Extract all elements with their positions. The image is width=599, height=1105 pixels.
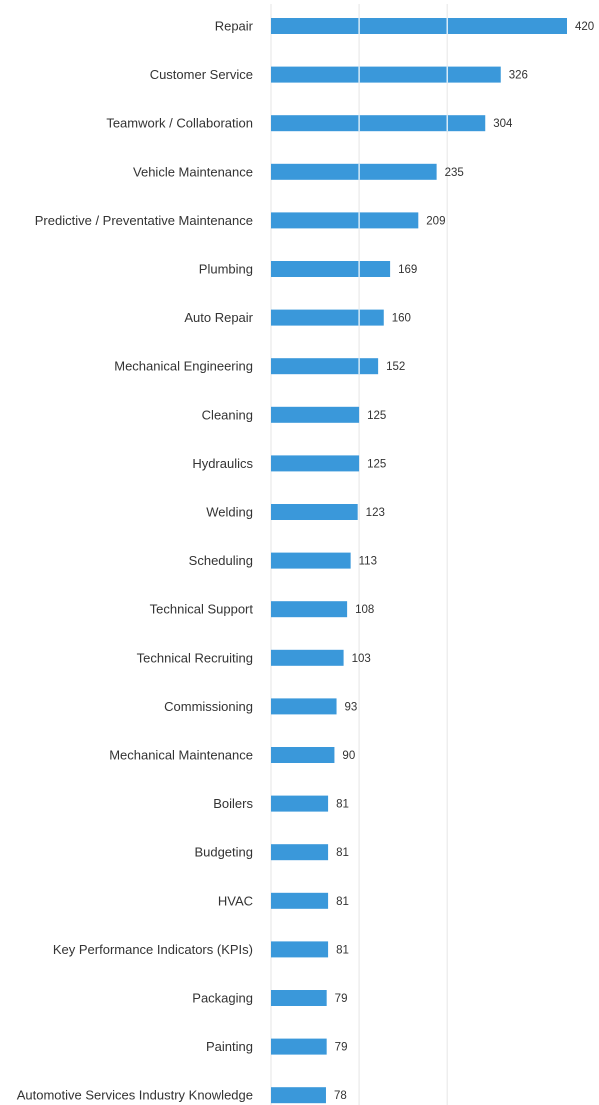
bar	[271, 18, 567, 34]
bar	[271, 66, 501, 83]
bar	[271, 990, 327, 1006]
value-label: 235	[445, 167, 464, 179]
value-label: 125	[367, 410, 386, 422]
bar	[271, 212, 419, 229]
category-label: Predictive / Preventative Maintenance	[35, 213, 253, 228]
category-labels: Repair Customer Service Teamwork / Collabo…	[17, 19, 254, 1103]
category-label: Painting	[206, 1039, 253, 1054]
category-label: Packaging	[192, 991, 253, 1006]
category-label: HVAC	[218, 893, 253, 908]
value-label: 169	[398, 264, 417, 276]
bar	[271, 504, 358, 520]
bar	[271, 892, 329, 909]
value-label: 103	[352, 653, 371, 665]
bar	[271, 844, 329, 861]
value-label: 113	[359, 556, 377, 568]
value-label: 304	[493, 118, 513, 130]
category-label: Cleaning	[202, 407, 253, 422]
category-label: Automotive Services Industry Knowledge	[17, 1088, 253, 1103]
value-label: 81	[336, 896, 349, 908]
value-label: 90	[342, 750, 355, 762]
bar	[271, 552, 351, 569]
category-label: Technical Recruiting	[137, 650, 253, 665]
value-label: 420	[575, 21, 594, 33]
bar	[271, 795, 329, 812]
category-label: Teamwork / Collaboration	[106, 116, 253, 131]
value-label: 81	[336, 847, 349, 859]
category-label: Boilers	[213, 796, 253, 811]
category-label: Mechanical Engineering	[114, 359, 253, 374]
bar	[271, 261, 391, 277]
value-label: 79	[335, 1042, 348, 1054]
value-labels: 420 326 304 235 209 169 160 152 125 125 123 113 108 1…	[334, 21, 594, 1102]
bar	[271, 941, 329, 958]
bars	[271, 18, 567, 1104]
bar	[271, 698, 337, 715]
bar	[271, 1038, 327, 1055]
category-label: Scheduling	[189, 553, 253, 568]
value-label: 326	[509, 70, 528, 82]
category-label: Technical Support	[150, 602, 254, 617]
bar	[271, 358, 379, 375]
category-label: Budgeting	[194, 845, 253, 860]
category-label: Welding	[206, 505, 253, 520]
value-label: 125	[367, 458, 386, 470]
category-label: Plumbing	[199, 262, 253, 277]
value-label: 78	[334, 1090, 347, 1102]
category-label: Customer Service	[150, 67, 253, 82]
value-label: 81	[336, 799, 349, 811]
category-label: Commissioning	[164, 699, 253, 714]
value-label: 93	[345, 701, 358, 713]
category-label: Mechanical Maintenance	[109, 748, 253, 763]
category-label: Key Performance Indicators (KPIs)	[53, 942, 253, 957]
bar	[271, 163, 437, 180]
value-label: 123	[366, 507, 385, 519]
value-label: 108	[355, 604, 374, 616]
value-label: 81	[336, 944, 349, 956]
value-label: 152	[386, 361, 405, 373]
value-label: 79	[335, 993, 348, 1005]
category-label: Auto Repair	[184, 310, 253, 325]
value-label: 209	[426, 215, 445, 227]
category-label: Vehicle Maintenance	[133, 164, 253, 179]
bar	[271, 309, 384, 326]
bar	[271, 601, 348, 618]
bar	[271, 115, 486, 132]
category-label: Repair	[215, 19, 254, 34]
bar	[271, 406, 360, 423]
bar	[271, 649, 344, 666]
value-label: 160	[392, 313, 411, 325]
bar	[271, 455, 360, 472]
bar	[271, 1087, 326, 1104]
category-label: Hydraulics	[192, 456, 253, 471]
bar	[271, 747, 335, 763]
